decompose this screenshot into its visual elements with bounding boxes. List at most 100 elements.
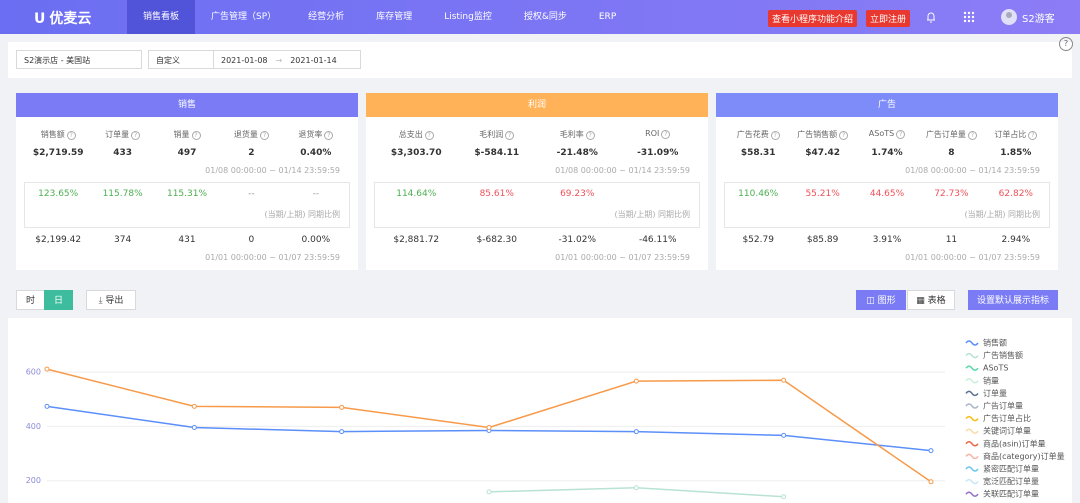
summary-card: 利润总支出毛利润毛利率ROI $3,303.70 $-584.11 -21.48% -3… [366, 93, 708, 270]
data-point [781, 377, 787, 383]
ratio-value: 115.31% [166, 189, 208, 199]
ratio-value: 110.46% [738, 189, 779, 199]
card-header: 销售 [16, 93, 358, 117]
store-select[interactable]: S2演示店 - 美国站 [16, 50, 142, 69]
view-button[interactable]: ◫ 图形 [856, 290, 906, 310]
metric-label-row: 总支出毛利润毛利率ROI [376, 129, 698, 140]
previous-value: 0 [248, 235, 255, 245]
user-name[interactable]: S2游客 [1022, 14, 1055, 25]
logo[interactable]: 优麦云 [34, 8, 91, 28]
legend-label[interactable]: 关键词订单量 [983, 426, 1031, 436]
ratio-note: (当期/上期) 同期比例 [614, 210, 690, 219]
previous-value: 0.00% [301, 235, 331, 245]
nav-item[interactable]: 经营分析 [308, 12, 345, 22]
card-header: 广告 [716, 93, 1058, 117]
nav-item[interactable]: 授权&同步 [523, 12, 567, 22]
data-point [633, 485, 639, 491]
granularity-button[interactable]: 时 [16, 290, 45, 310]
ratio-value [618, 189, 699, 199]
current-period: 01/08 00:00:00 ~ 01/14 23:59:59 [905, 166, 1040, 175]
previous-value: $-682.30 [476, 235, 517, 245]
metric-value: 433 [113, 148, 132, 158]
ratio-value: -- [248, 189, 255, 199]
legend-label[interactable]: 宽泛匹配订单量 [983, 476, 1039, 486]
ratio-value: 85.61% [479, 189, 514, 199]
legend-label[interactable]: 商品(asin)订单量 [983, 438, 1046, 448]
start-date: 2021-01-08 [221, 56, 268, 65]
legend-icon [965, 403, 979, 409]
ratio-value: -- [312, 189, 320, 199]
bell-icon[interactable] [925, 10, 937, 23]
previous-value: $2,881.72 [393, 235, 440, 245]
export-label: 导出 [105, 296, 124, 306]
previous-value: $85.89 [806, 235, 839, 245]
legend-label[interactable]: ASoTS [983, 364, 1008, 373]
metric-value: -31.09% [637, 148, 679, 158]
legend-icon [965, 428, 979, 434]
metric-value: $47.42 [805, 148, 840, 158]
nav-item[interactable]: Listing监控 [444, 12, 492, 22]
previous-value: -46.11% [638, 235, 677, 245]
metric-value: $3,303.70 [390, 148, 442, 158]
metric-value: 2 [248, 148, 255, 158]
metric-label: 广告订单量 [919, 129, 983, 140]
metric-label: 销售额 [26, 129, 90, 140]
legend-label[interactable]: 销量 [983, 375, 999, 385]
legend-label[interactable]: 广告订单量 [983, 401, 1023, 411]
legend-icon [965, 478, 979, 485]
legend-icon [965, 365, 979, 371]
nav-item[interactable]: 销售看板 [127, 0, 196, 34]
metric-label-row: 广告花费广告销售额ASoTS广告订单量订单占比 [726, 129, 1048, 140]
data-point [44, 403, 50, 409]
previous-period: 01/01 00:00:00 ~ 01/07 23:59:59 [905, 253, 1040, 262]
previous-value-row: $52.79 $85.89 3.91% 11 2.94% [726, 235, 1048, 245]
legend-label[interactable]: 紧密匹配订单量 [983, 464, 1039, 474]
legend-icon [965, 466, 979, 472]
legend-icon [965, 491, 979, 497]
apps-icon[interactable] [963, 11, 975, 23]
nav-item[interactable]: 广告管理（SP） [211, 12, 277, 22]
ratio-value: 44.65% [869, 189, 905, 199]
ratio-box [724, 182, 1050, 228]
previous-value: 3.91% [872, 235, 902, 245]
nav-menu: 销售看板 广告管理（SP） 经营分析 库存管理 Listing监控 授权&同步 ERP [127, 0, 632, 34]
ratio-value: 114.64% [396, 189, 437, 199]
avatar[interactable] [1001, 9, 1017, 25]
view-button[interactable]: ▦ 表格 [907, 290, 955, 310]
data-point [928, 448, 934, 454]
range-type-select[interactable]: 自定义 [148, 50, 214, 69]
previous-value: 11 [945, 235, 958, 245]
previous-value: 2.94% [1001, 235, 1031, 245]
nav-item[interactable]: ERP [598, 12, 617, 22]
summary-card: 广告广告花费广告销售额ASoTS广告订单量订单占比 $58.31 $47.42 1.7… [716, 93, 1058, 270]
ratio-value-row: 110.46% 55.21% 44.65% 72.73% 62.82% [726, 189, 1048, 199]
ratio-value: 55.21% [805, 189, 840, 199]
promo-button[interactable]: 查看小程序功能介绍 [768, 10, 858, 27]
legend-label[interactable]: 广告订单占比 [983, 413, 1031, 423]
legend-label[interactable]: 订单量 [983, 388, 1007, 398]
metric-label: 退货率 [284, 129, 348, 140]
metric-label: 毛利率 [537, 129, 618, 140]
data-point [633, 429, 639, 435]
date-range[interactable]: 2021-01-08 → 2021-01-14 [214, 50, 361, 69]
export-button[interactable]: ⤓ 导出 [86, 290, 136, 310]
help-icon[interactable]: ? [1059, 37, 1073, 51]
metric-value: -21.48% [556, 148, 598, 158]
legend-label[interactable]: 销售额 [983, 338, 1007, 348]
metric-value-row: $3,303.70 $-584.11 -21.48% -31.09% [376, 148, 698, 158]
data-point [339, 404, 345, 410]
settings-button[interactable]: 设置默认展示指标 [968, 290, 1058, 310]
metric-label: 广告花费 [726, 129, 790, 140]
legend-label[interactable]: 广告销售额 [983, 350, 1023, 360]
metric-label: 退货量 [219, 129, 283, 140]
previous-value-row: $2,881.72 $-682.30 -31.02% -46.11% [376, 235, 698, 245]
legend-label[interactable]: 关联匹配订单量 [983, 489, 1039, 499]
previous-period: 01/01 00:00:00 ~ 01/07 23:59:59 [205, 253, 340, 262]
previous-value: $52.79 [742, 235, 774, 245]
metric-value: $58.31 [740, 148, 776, 158]
register-button[interactable]: 立即注册 [866, 10, 911, 27]
granularity-button[interactable]: 日 [44, 290, 73, 310]
nav-item[interactable]: 库存管理 [376, 12, 413, 22]
legend-label[interactable]: 商品(category)订单量 [983, 451, 1065, 461]
